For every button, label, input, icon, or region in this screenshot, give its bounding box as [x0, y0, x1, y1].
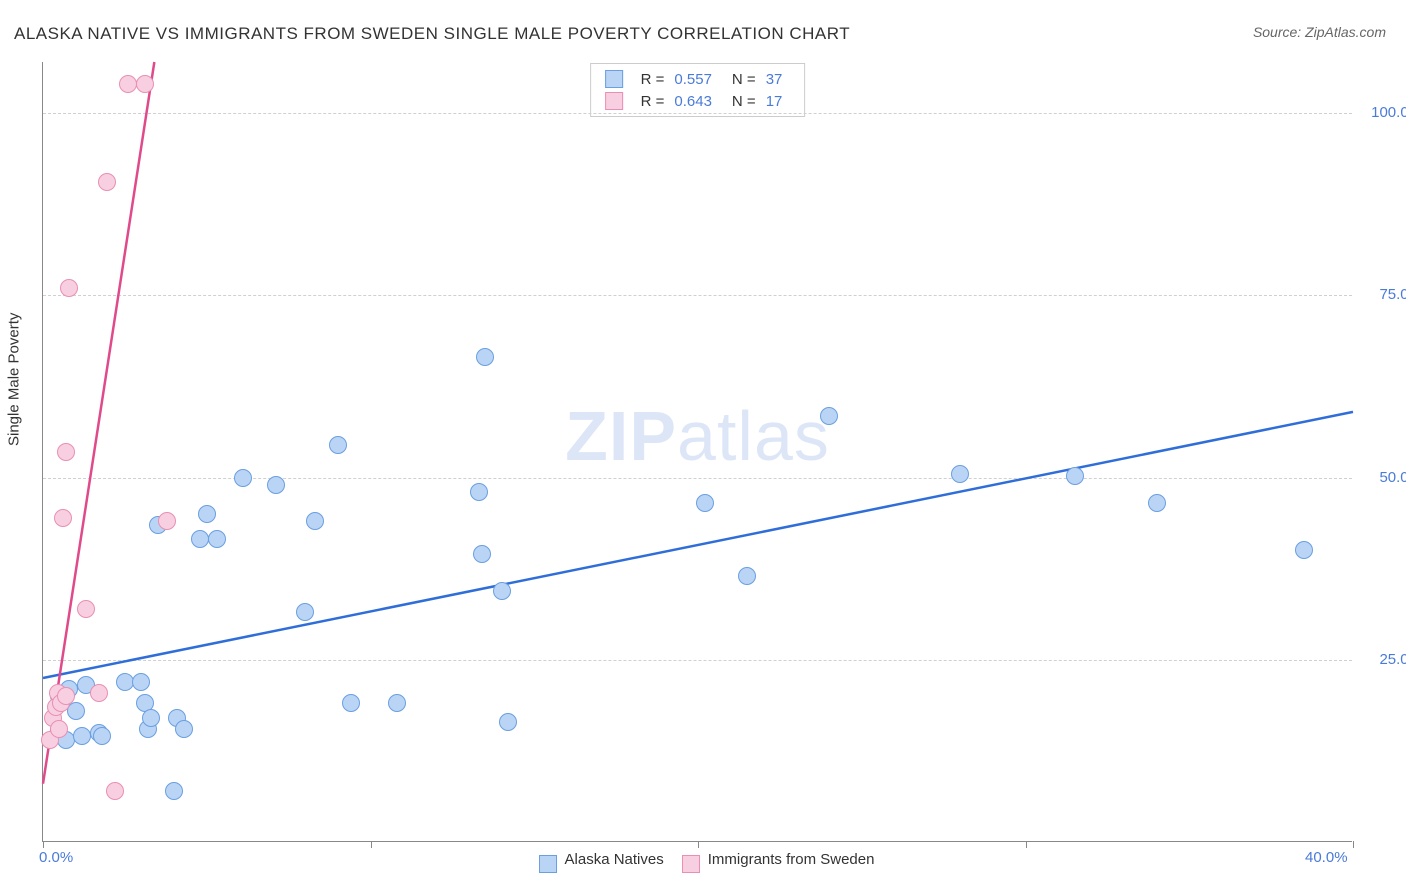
data-point [54, 509, 72, 527]
trend-lines [43, 62, 1353, 842]
data-point [106, 782, 124, 800]
data-point [470, 483, 488, 501]
data-point [951, 465, 969, 483]
data-point [499, 713, 517, 731]
data-point [77, 600, 95, 618]
data-point [98, 173, 116, 191]
y-tick-label: 50.0% [1379, 469, 1406, 486]
x-tick-mark [371, 841, 372, 848]
x-tick-mark [1026, 841, 1027, 848]
x-tick-mark [698, 841, 699, 848]
data-point [296, 603, 314, 621]
source-attribution: Source: ZipAtlas.com [1253, 24, 1386, 40]
data-point [267, 476, 285, 494]
data-point [1295, 541, 1313, 559]
data-point [136, 75, 154, 93]
data-point [57, 443, 75, 461]
y-tick-label: 25.0% [1379, 651, 1406, 668]
data-point [198, 505, 216, 523]
chart-title: ALASKA NATIVE VS IMMIGRANTS FROM SWEDEN … [14, 24, 850, 44]
data-point [493, 582, 511, 600]
data-point [208, 530, 226, 548]
legend-swatch [539, 855, 557, 873]
data-point [476, 348, 494, 366]
data-point [696, 494, 714, 512]
legend-label: Immigrants from Sweden [708, 851, 875, 868]
data-point [60, 279, 78, 297]
series-legend: Alaska Natives Immigrants from Sweden [521, 851, 875, 869]
data-point [73, 727, 91, 745]
data-point [306, 512, 324, 530]
data-point [473, 545, 491, 563]
legend-label: Alaska Natives [565, 851, 664, 868]
data-point [165, 782, 183, 800]
x-tick-label: 0.0% [39, 849, 73, 866]
data-point [329, 436, 347, 454]
data-point [820, 407, 838, 425]
y-tick-label: 100.0% [1371, 104, 1406, 121]
x-tick-label: 40.0% [1305, 849, 1348, 866]
data-point [57, 687, 75, 705]
data-point [93, 727, 111, 745]
x-tick-mark [1353, 841, 1354, 848]
data-point [1066, 467, 1084, 485]
y-axis-label: Single Male Poverty [6, 313, 23, 446]
data-point [142, 709, 160, 727]
data-point [738, 567, 756, 585]
x-tick-mark [43, 841, 44, 848]
data-point [50, 720, 68, 738]
data-point [388, 694, 406, 712]
y-tick-label: 75.0% [1379, 286, 1406, 303]
data-point [158, 512, 176, 530]
data-point [1148, 494, 1166, 512]
data-point [116, 673, 134, 691]
data-point [175, 720, 193, 738]
data-point [132, 673, 150, 691]
data-point [119, 75, 137, 93]
trend-line [43, 412, 1353, 678]
data-point [90, 684, 108, 702]
scatter-plot-area: ZIPatlas R =0.557N =37R =0.643N =17 Alas… [42, 62, 1352, 842]
legend-swatch [682, 855, 700, 873]
data-point [342, 694, 360, 712]
data-point [191, 530, 209, 548]
data-point [234, 469, 252, 487]
